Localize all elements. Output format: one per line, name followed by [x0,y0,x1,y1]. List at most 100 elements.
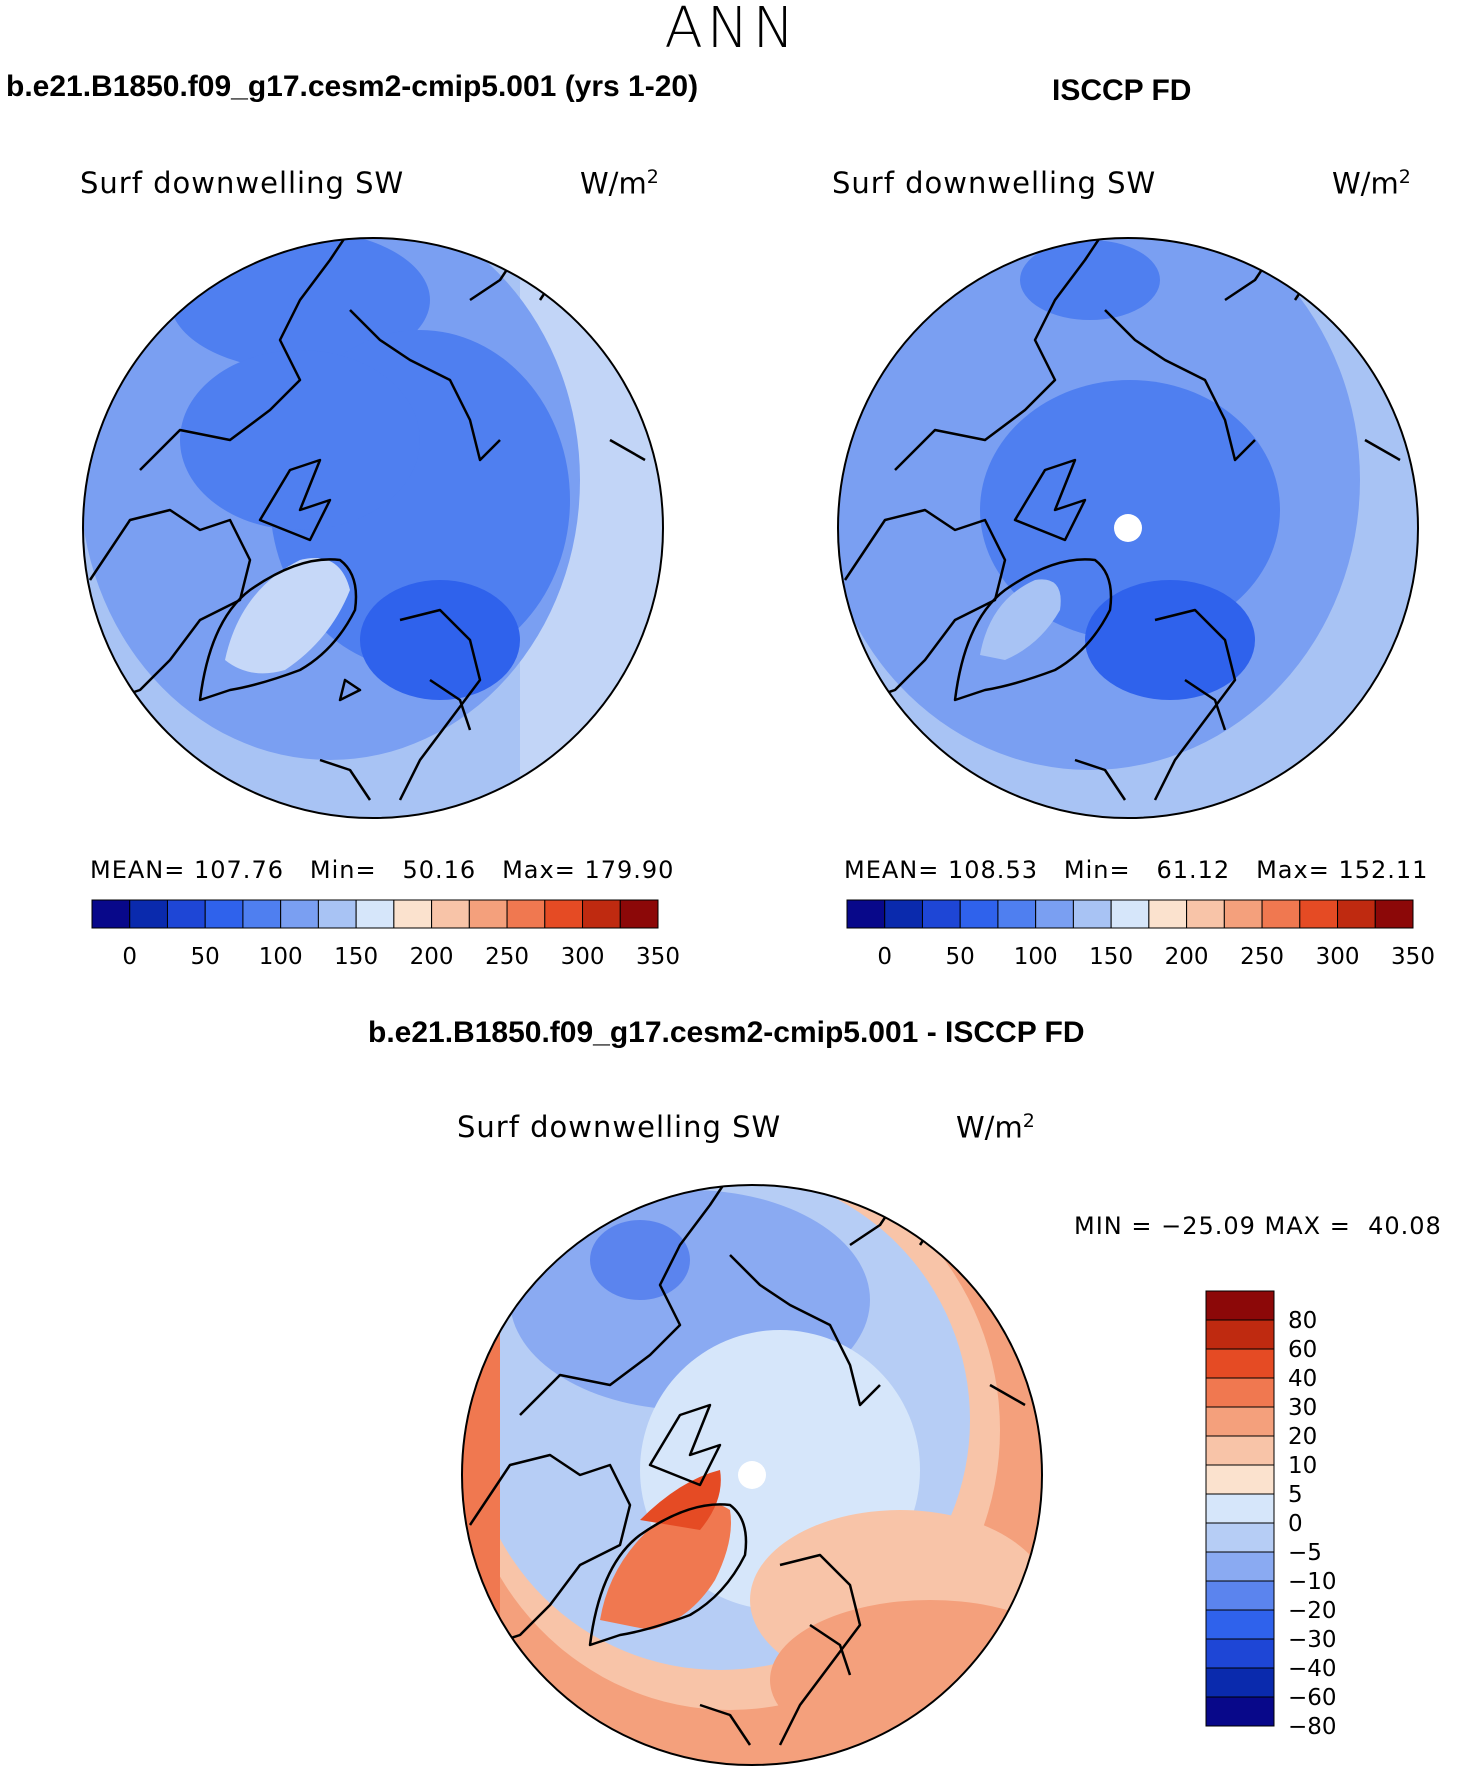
model-colorbar-tick: 0 [122,944,137,970]
diff-map-border [461,1184,1043,1766]
model-colorbar-tick: 100 [259,944,303,970]
obs-colorbar-box [959,899,999,929]
model-colorbar-box [204,899,244,929]
diff-colorbar-tick: 30 [1288,1395,1317,1421]
model-colorbar-box [544,899,584,929]
obs-colorbar-box [997,899,1037,929]
diff-colorbar-tick: −20 [1288,1598,1337,1624]
obs-colorbar: 0 50 100 150 200 250 300 350 [846,899,1435,970]
obs-colorbar-box [1110,899,1150,929]
obs-colorbar-tick: 150 [1089,944,1133,970]
obs-colorbar-box [1186,899,1225,929]
diff-colorbar-box [1205,1290,1275,1321]
model-colorbar-box [317,899,357,929]
diff-colorbar-box [1205,1551,1275,1582]
obs-colorbar-box [1299,899,1339,929]
obs-panel-title: ISCCP FD [1052,74,1192,107]
model-colorbar-box [431,899,470,929]
model-colorbar-box [506,899,546,929]
obs-panel-stats: MEAN= 108.53 Min= 61.12 Max= 152.11 [844,856,1429,884]
diff-colorbar-tick: −40 [1288,1656,1337,1682]
model-colorbar-tick: 350 [636,944,680,970]
obs-colorbar-box [1337,899,1376,929]
diff-panel-title: b.e21.B1850.f09_g17.cesm2-cmip5.001 - IS… [368,1016,1085,1049]
obs-colorbar-box [884,899,923,929]
model-panel-units: W/m2 [580,166,659,201]
obs-colorbar-box [1072,899,1112,929]
diff-colorbar-box [1205,1638,1275,1669]
obs-colorbar-box [1261,899,1301,929]
diff-colorbar-tick: 0 [1288,1511,1303,1537]
model-colorbar-tick: 200 [410,944,454,970]
diff-colorbar-tick: −10 [1288,1569,1337,1595]
model-colorbar-box [355,899,395,929]
model-colorbar-box [129,899,168,929]
season-title: ANN [664,0,799,61]
obs-colorbar-tick: 50 [946,944,975,970]
diff-colorbar-box [1205,1319,1275,1350]
model-panel-title: b.e21.B1850.f09_g17.cesm2-cmip5.001 (yrs… [6,70,699,103]
diff-colorbar-tick: 80 [1288,1308,1317,1334]
model-colorbar-box [393,899,433,929]
model-colorbar: 0 50 100 150 200 250 300 350 [91,899,680,970]
diff-colorbar-box [1205,1348,1275,1379]
model-colorbar-box [582,899,621,929]
model-colorbar-tick: 50 [191,944,220,970]
diff-panel-subtitle: Surf downwelling SW [457,1110,782,1144]
model-colorbar-tick: 250 [485,944,529,970]
model-colorbar-box [619,899,659,929]
diff-panel-units: W/m2 [956,1110,1035,1145]
model-colorbar-box [468,899,508,929]
diff-map [462,1185,1042,1765]
obs-colorbar-box [1223,899,1263,929]
obs-colorbar-tick: 200 [1165,944,1209,970]
diff-colorbar-tick: 10 [1288,1453,1317,1479]
model-colorbar-box [242,899,282,929]
model-map-border [82,237,664,819]
diff-colorbar-box [1205,1406,1275,1437]
obs-colorbar-tick: 0 [877,944,892,970]
obs-colorbar-tick: 100 [1014,944,1058,970]
diff-map-coastlines [468,1185,1026,1746]
diff-colorbar-box [1205,1435,1275,1466]
obs-map [838,238,1418,818]
diff-colorbar-box [1205,1609,1275,1640]
diff-colorbar-box [1205,1667,1275,1698]
model-panel-subtitle: Surf downwelling SW [80,166,405,200]
obs-panel-units: W/m2 [1332,166,1411,201]
model-colorbar-tick: 150 [334,944,378,970]
diff-colorbar-tick: −80 [1288,1714,1337,1740]
obs-colorbar-tick: 350 [1391,944,1435,970]
obs-colorbar-box [1374,899,1414,929]
model-colorbar-box [91,899,131,929]
obs-panel-subtitle: Surf downwelling SW [832,166,1157,200]
obs-colorbar-box [1148,899,1188,929]
diff-colorbar-box [1205,1580,1275,1611]
diff-minmax: MIN = −25.09 MAX = 40.08 [1074,1212,1442,1240]
obs-colorbar-tick: 300 [1316,944,1360,970]
model-colorbar-box [280,899,319,929]
diff-colorbar-tick: 5 [1288,1482,1303,1508]
diff-colorbar-tick: −60 [1288,1685,1337,1711]
obs-map-border [837,237,1419,819]
diff-colorbar-box [1205,1522,1275,1553]
diff-colorbar-box [1205,1493,1275,1524]
diff-colorbar-box [1205,1377,1275,1408]
obs-colorbar-box [921,899,961,929]
obs-colorbar-tick: 250 [1240,944,1284,970]
diff-colorbar-tick: 60 [1288,1337,1317,1363]
model-panel-stats: MEAN= 107.76 Min= 50.16 Max= 179.90 [90,856,675,884]
model-map-coastlines [88,238,646,801]
model-map [83,238,663,818]
diff-colorbar-box [1205,1464,1275,1495]
model-colorbar-tick: 300 [561,944,605,970]
diff-colorbar-tick: 20 [1288,1424,1317,1450]
obs-colorbar-box [846,899,886,929]
diff-colorbar-box [1205,1696,1275,1727]
diff-colorbar: 80 60 40 30 20 10 5 0 −5 −10 −20 −30 −40 −60 −80 [1205,1290,1337,1740]
diff-colorbar-tick: 40 [1288,1366,1317,1392]
model-colorbar-box [166,899,206,929]
diff-colorbar-tick: −5 [1288,1540,1322,1566]
diff-colorbar-tick: −30 [1288,1627,1337,1653]
